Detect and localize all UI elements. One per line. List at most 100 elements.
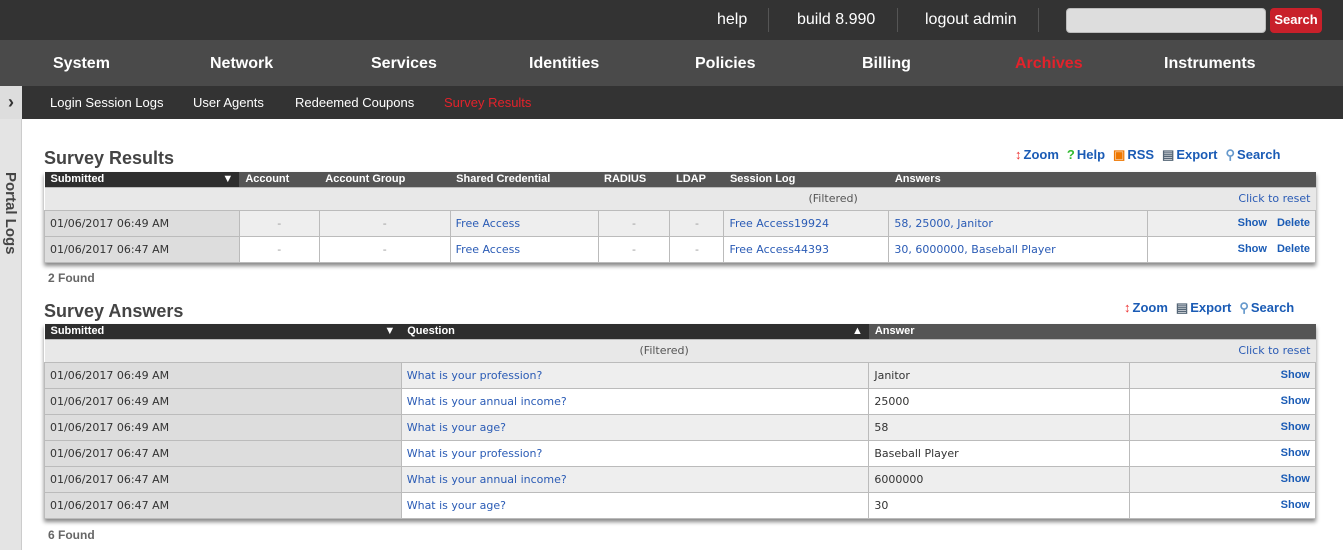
show-button[interactable]: Show (1280, 369, 1310, 381)
question-link[interactable]: What is your annual income? (406, 472, 567, 486)
survey-answers-toolbar: ↕ Zoom ▤ Export ⚲ Search (1124, 300, 1294, 316)
subnav-redeemed-coupons[interactable]: Redeemed Coupons (295, 95, 415, 110)
nav-system[interactable]: System (53, 55, 110, 72)
divider (1038, 8, 1039, 32)
radius-cell: - (597, 235, 671, 263)
shared-credential-link[interactable]: Free Access (455, 216, 521, 230)
delete-button[interactable]: Delete (1276, 243, 1310, 255)
results-count: 2 Found (48, 271, 95, 285)
col-question[interactable]: Question ▲ (401, 324, 869, 339)
nav-services[interactable]: Services (371, 55, 437, 72)
portal-logs-sidebar: › Portal Logs (0, 86, 22, 550)
answers-link[interactable]: 30, 6000000, Baseball Player (894, 242, 1056, 256)
sort-desc-icon: ▼ (384, 325, 396, 338)
sort-asc-icon: ▲ (851, 325, 863, 338)
show-button[interactable]: Show (1237, 243, 1267, 255)
nav-billing[interactable]: Billing (862, 55, 911, 72)
search-button[interactable]: ⚲ Search (1225, 147, 1281, 162)
filter-row: (Filtered) Click to reset (44, 338, 1316, 363)
reset-filter-link[interactable]: Click to reset (1238, 192, 1311, 205)
show-button[interactable]: Show (1280, 421, 1310, 433)
col-session-log[interactable]: Session Log (723, 172, 889, 187)
chevron-right-icon[interactable]: › (0, 86, 22, 119)
shared-credential-link[interactable]: Free Access (455, 242, 521, 256)
nav-instruments[interactable]: Instruments (1164, 55, 1256, 72)
account-group-cell: - (318, 235, 451, 263)
filtered-label: (Filtered) (639, 344, 689, 357)
table-row: 01/06/2017 06:49 AM What is your annual … (44, 387, 1316, 415)
nav-identities[interactable]: Identities (529, 55, 600, 72)
survey-results-toolbar: ↕ Zoom ? Help ▣ RSS ▤ Export ⚲ Search (1015, 147, 1280, 163)
survey-results-table: Submitted ▼ Account Account Group Shared … (44, 172, 1316, 263)
nav-policies[interactable]: Policies (695, 55, 756, 72)
delete-button[interactable]: Delete (1276, 217, 1310, 229)
magnifier-icon: ⚲ (1225, 147, 1236, 162)
answers-link[interactable]: 58, 25000, Janitor (894, 216, 993, 230)
table-row: 01/06/2017 06:47 AM What is your annual … (44, 465, 1316, 493)
ldap-cell: - (669, 209, 725, 237)
ldap-cell: - (669, 235, 725, 263)
show-button[interactable]: Show (1280, 499, 1310, 511)
table-row: 01/06/2017 06:49 AM What is your age? 58… (44, 413, 1316, 441)
show-button[interactable]: Show (1280, 473, 1310, 485)
col-submitted[interactable]: Submitted ▼ (44, 172, 240, 187)
magnifier-icon: ⚲ (1239, 300, 1249, 315)
search-button[interactable]: ⚲ Search (1239, 300, 1295, 315)
reset-filter-link[interactable]: Click to reset (1238, 344, 1311, 357)
col-radius[interactable]: RADIUS (598, 172, 670, 187)
zoom-button[interactable]: ↕ Zoom (1015, 147, 1059, 162)
export-icon: ▤ (1175, 300, 1189, 315)
account-cell: - (238, 235, 320, 263)
question-link[interactable]: What is your profession? (406, 446, 543, 460)
survey-answers-title: Survey Answers (44, 301, 184, 321)
session-log-link[interactable]: Free Access44393 (729, 242, 829, 256)
question-link[interactable]: What is your age? (406, 420, 506, 434)
col-answer[interactable]: Answer (868, 324, 1316, 339)
table-row: 01/06/2017 06:47 AM - - Free Access - - … (44, 235, 1316, 263)
help-button[interactable]: ? Help (1066, 147, 1106, 162)
answer-cell: Janitor (868, 361, 1131, 389)
nav-archives[interactable]: Archives (1015, 55, 1083, 72)
survey-results-title: Survey Results (44, 148, 175, 168)
question-link[interactable]: What is your annual income? (406, 394, 567, 408)
radius-cell: - (597, 209, 671, 237)
export-button[interactable]: ▤ Export (1175, 300, 1232, 315)
divider (897, 8, 898, 32)
table-row: 01/06/2017 06:49 AM - - Free Access - - … (44, 209, 1316, 237)
submitted-cell: 01/06/2017 06:47 AM (44, 439, 402, 467)
question-link[interactable]: What is your profession? (406, 368, 543, 382)
col-account-group[interactable]: Account Group (319, 172, 451, 187)
col-ldap[interactable]: LDAP (669, 172, 724, 187)
export-button[interactable]: ▤ Export (1162, 147, 1218, 162)
show-button[interactable]: Show (1280, 395, 1310, 407)
submitted-cell: 01/06/2017 06:49 AM (44, 209, 240, 237)
answer-cell: 30 (868, 491, 1131, 519)
help-link[interactable]: help (717, 11, 748, 28)
col-account[interactable]: Account (239, 172, 320, 187)
col-submitted[interactable]: Submitted ▼ (44, 324, 402, 339)
show-button[interactable]: Show (1280, 447, 1310, 459)
subnav-login-session-logs[interactable]: Login Session Logs (50, 95, 164, 110)
sidebar-label[interactable]: Portal Logs (2, 172, 19, 255)
question-link[interactable]: What is your age? (406, 498, 506, 512)
show-button[interactable]: Show (1237, 217, 1267, 229)
account-group-cell: - (318, 209, 451, 237)
subnav-user-agents[interactable]: User Agents (193, 95, 264, 110)
main-nav: System Network Services Identities Polic… (0, 40, 1343, 86)
filter-row: (Filtered) Click to reset (44, 186, 1316, 211)
help-icon: ? (1066, 147, 1075, 162)
search-button[interactable]: Search (1270, 8, 1322, 33)
search-input[interactable] (1066, 8, 1266, 33)
subnav-survey-results[interactable]: Survey Results (444, 95, 532, 110)
session-log-link[interactable]: Free Access19924 (729, 216, 829, 230)
build-label: build 8.990 (797, 11, 876, 28)
rss-button[interactable]: ▣ RSS (1113, 147, 1155, 162)
answer-cell: Baseball Player (868, 439, 1131, 467)
logout-link[interactable]: logout admin (925, 11, 1017, 28)
nav-network[interactable]: Network (210, 55, 274, 72)
answer-cell: 25000 (868, 387, 1131, 415)
col-answers[interactable]: Answers (888, 172, 1316, 187)
table-row: 01/06/2017 06:47 AM What is your profess… (44, 439, 1316, 467)
col-shared-credential[interactable]: Shared Credential (450, 172, 599, 187)
zoom-button[interactable]: ↕ Zoom (1124, 300, 1168, 315)
